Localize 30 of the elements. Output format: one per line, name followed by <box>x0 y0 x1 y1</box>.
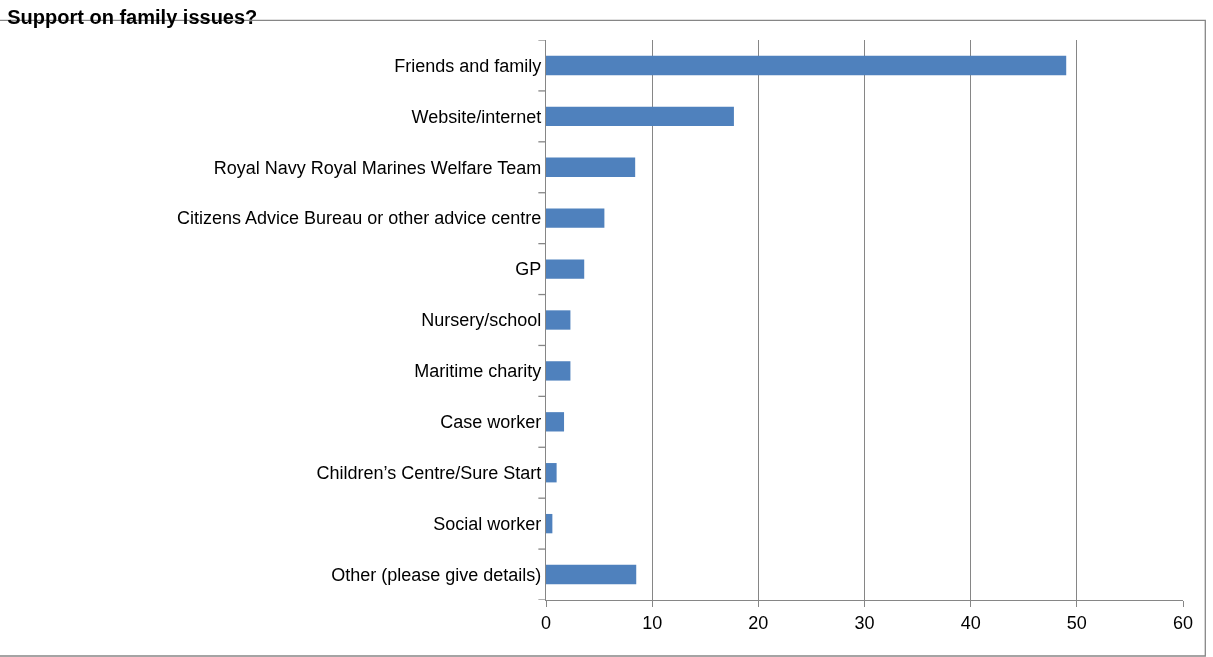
x-tick-label: 40 <box>960 612 981 633</box>
y-tick-label: Citizens Advice Bureau or other advice centre <box>177 208 542 229</box>
bar <box>546 361 571 381</box>
bar <box>546 106 734 127</box>
bar <box>546 513 553 534</box>
x-tick-label: 0 <box>540 612 552 633</box>
y-tick-label: Other (please give details) <box>331 564 542 585</box>
bar <box>546 259 585 279</box>
x-tick-label: 50 <box>1066 612 1087 633</box>
bar <box>546 564 637 585</box>
y-tick-label: Website/internet <box>411 106 542 127</box>
y-tick-label: Royal Navy Royal Marines Welfare Team <box>213 157 542 178</box>
bar <box>546 208 605 228</box>
x-tick-label: 10 <box>642 612 663 633</box>
y-tick-label: Social worker <box>433 513 542 534</box>
bar <box>546 157 636 177</box>
x-tick-label: 60 <box>1172 612 1194 633</box>
y-tick-label: Friends and family <box>394 55 542 76</box>
x-tick-label: 30 <box>854 612 875 633</box>
bar <box>546 310 571 330</box>
bar <box>546 412 565 432</box>
text: Support on family issues? <box>7 5 258 28</box>
x-tick-label: 20 <box>748 612 769 633</box>
y-tick-label: Maritime charity <box>414 361 542 382</box>
y-tick-label: GP <box>515 259 542 280</box>
bar <box>546 55 1067 76</box>
bar <box>546 463 557 483</box>
y-tick-label: Nursery/school <box>421 310 542 331</box>
y-tick-label: Case worker <box>440 412 542 433</box>
y-tick-label: Children’s Centre/Sure Start <box>316 463 542 484</box>
